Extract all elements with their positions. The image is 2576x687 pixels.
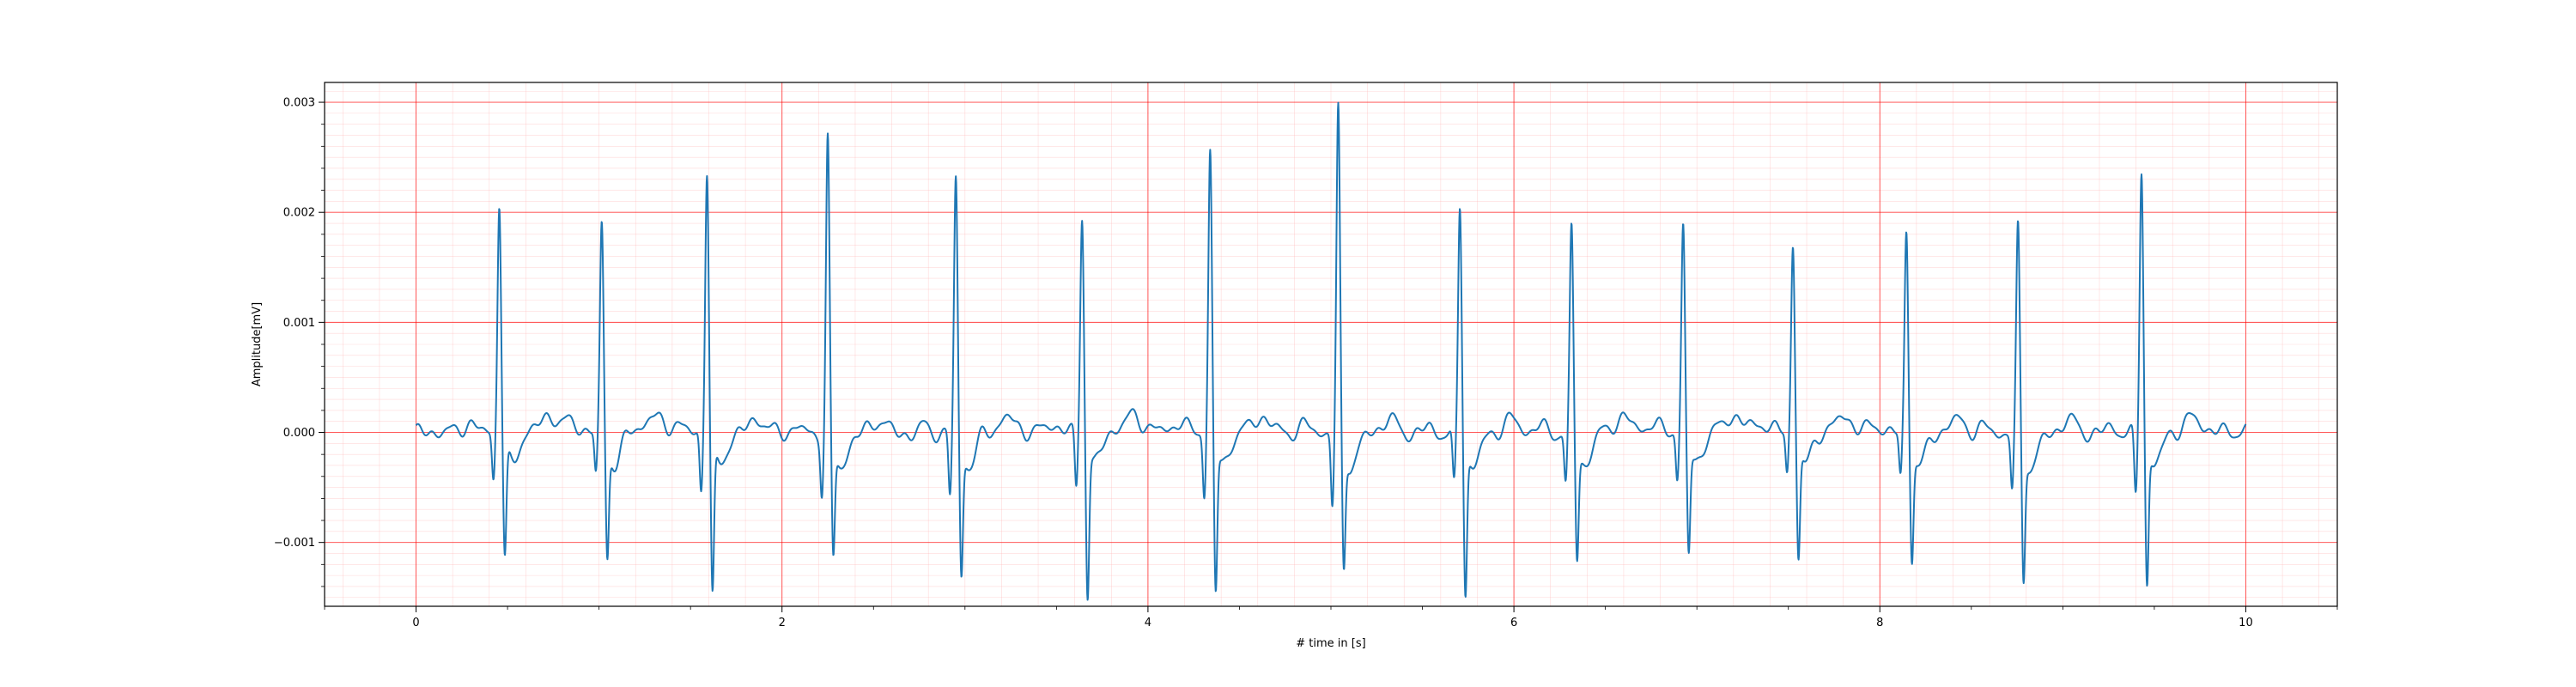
x-tick-label: 6 [1510, 617, 1517, 629]
x-tick-label: 0 [412, 617, 419, 629]
r-peak-point [827, 132, 829, 134]
r-peak-point [1081, 211, 1083, 213]
r-peak-point [1459, 198, 1461, 199]
r-peak-point [2141, 161, 2142, 162]
y-tick-label: 0.002 [283, 207, 315, 220]
r-peak-point [1338, 105, 1340, 106]
x-tick-label: 4 [1145, 617, 1151, 629]
r-peak-point [1210, 150, 1212, 152]
r-peak-point [499, 198, 501, 200]
y-axis: −0.001 0.000 0.001 0.002 0.003 [274, 97, 325, 587]
r-peak-point [1571, 222, 1572, 224]
y-tick-label: 0.000 [283, 427, 315, 440]
y-tick-label: −0.001 [274, 537, 315, 550]
x-tick-label: 2 [779, 617, 786, 629]
r-peak-point [601, 222, 603, 224]
x-axis-label: # time in [s] [1296, 637, 1365, 650]
minor-grid [325, 82, 2337, 606]
y-axis-label: Amplitude[mV] [251, 302, 264, 386]
x-tick-label: 10 [2239, 617, 2253, 629]
x-tick-label: 8 [1876, 617, 1883, 629]
r-peak-point [1905, 226, 1907, 228]
x-axis: 0 2 4 6 8 10 [325, 606, 2337, 629]
r-peak-point [955, 173, 957, 175]
r-peak-point [707, 164, 708, 166]
r-peak-point [2017, 222, 2019, 223]
y-tick-label: 0.003 [283, 97, 315, 110]
r-peak-point [1682, 222, 1684, 224]
y-tick-label: 0.001 [283, 317, 315, 330]
r-peak-point [1792, 240, 1794, 242]
